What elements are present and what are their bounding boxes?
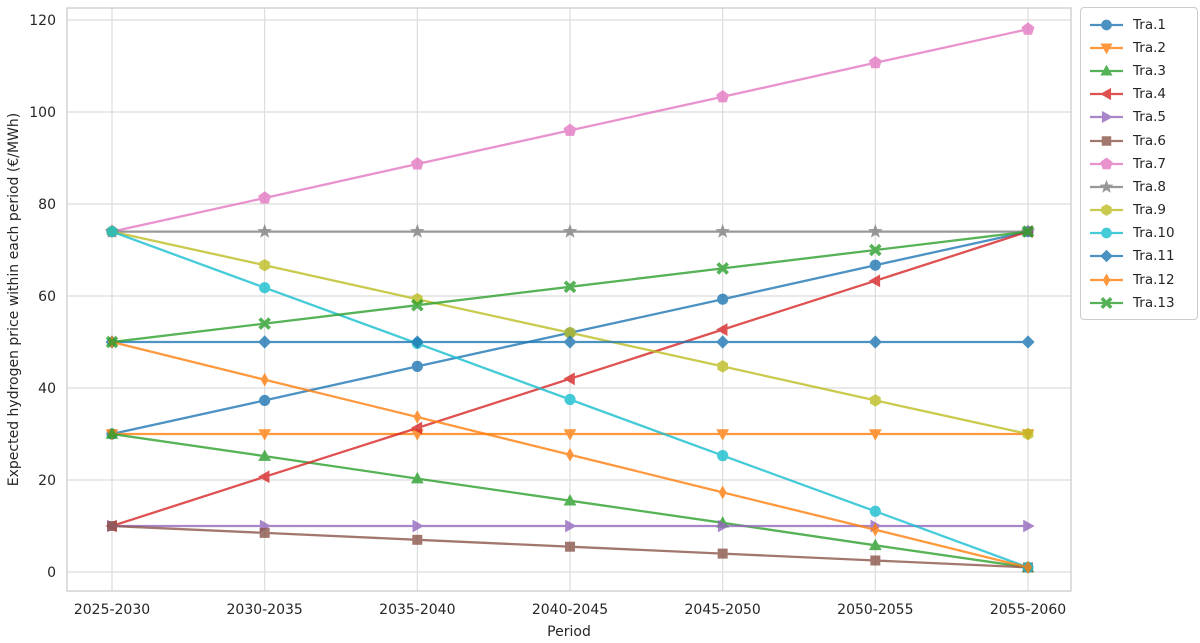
legend-label-tra-8: Tra.8 [1133,178,1166,195]
series-tra-7 [105,22,1035,238]
series-tra-2 [105,429,1035,441]
legend-marker-tra-9 [1090,204,1123,216]
legend-item-tra-2: Tra.2 [1088,36,1193,59]
legend-marker-tra-8 [1090,179,1123,193]
legend-item-tra-8: Tra.8 [1088,175,1193,198]
legend-item-tra-5: Tra.5 [1088,106,1193,129]
x-tick-label: 2055-2060 [990,602,1066,618]
y-tick-labels: 0 20 40 60 80 100 120 [29,13,56,581]
plot-border [66,7,1072,592]
legend-item-tra-10: Tra.10 [1088,222,1193,245]
legend-label-tra-13: Tra.13 [1133,294,1175,311]
legend-label-tra-7: Tra.7 [1133,155,1166,172]
legend-item-tra-9: Tra.9 [1088,199,1193,222]
series-tra-10 [106,226,1034,574]
x-tick-labels: 2025-2030 2030-2035 2035-2040 2040-2045 2045… [74,602,1066,618]
legend-marker-tra-3 [1090,64,1123,76]
y-tick-label: 80 [38,197,56,213]
legend-label-tra-3: Tra.3 [1133,62,1166,79]
legend-marker-tra-7 [1090,157,1123,169]
legend-marker-tra-10 [1090,227,1123,239]
legend-marker-tra-1 [1090,19,1123,30]
legend-label-tra-11: Tra.11 [1133,248,1175,265]
legend-marker-tra-11 [1090,250,1123,263]
y-tick-label: 60 [38,289,56,305]
series-tra-4 [105,225,1033,533]
legend-label-tra-2: Tra.2 [1133,39,1166,56]
legend-marker-tra-6 [1090,135,1123,146]
legend-item-tra-11: Tra.11 [1088,245,1193,268]
grid [67,8,1071,591]
legend-marker-tra-13 [1090,296,1123,309]
legend-item-tra-4: Tra.4 [1088,83,1193,106]
legend-label-tra-6: Tra.6 [1133,132,1166,149]
legend-marker-tra-5 [1090,111,1123,124]
x-tick-label: 2035-2040 [379,602,455,618]
legend-marker-tra-2 [1090,43,1123,55]
y-tick-label: 20 [38,473,56,489]
legend-label-tra-1: Tra.1 [1133,16,1166,33]
x-axis-title: Period [547,624,591,640]
x-tick-label: 2040-2045 [532,602,608,618]
x-tick-label: 2045-2050 [685,602,761,618]
series-tra-11 [105,335,1035,349]
legend-marker-tra-4 [1090,88,1123,101]
y-tick-label: 100 [29,105,56,121]
legend-label-tra-9: Tra.9 [1133,202,1166,219]
legend-item-tra-3: Tra.3 [1088,59,1193,82]
legend-label-tra-12: Tra.12 [1133,271,1175,288]
legend-item-tra-13: Tra.13 [1088,291,1193,314]
legend-marker-tra-12 [1090,273,1123,287]
x-tick-label: 2030-2035 [227,602,303,618]
legend-label-tra-10: Tra.10 [1133,225,1175,242]
x-tick-label: 2025-2030 [74,602,150,618]
series-tra-13 [105,225,1035,349]
legend-item-tra-1: Tra.1 [1088,13,1193,36]
legend-item-tra-12: Tra.12 [1088,268,1193,291]
legend-label-tra-4: Tra.4 [1133,86,1166,103]
y-tick-label: 40 [38,381,56,397]
y-axis-title: Expected hydrogen price within each peri… [6,112,22,487]
x-tick-label: 2050-2055 [837,602,913,618]
series-tra-6 [107,521,1034,573]
y-tick-label: 0 [47,565,56,581]
series-tra-5 [107,519,1035,533]
legend-label-tra-5: Tra.5 [1133,109,1166,126]
y-tick-label: 120 [29,13,56,29]
legend: Tra.1 Tra.2 Tra.3 Tra.4 Tra.5 Tra.6 Tra.7 Tra.8… [1080,7,1198,321]
legend-item-tra-7: Tra.7 [1088,152,1193,175]
legend-item-tra-6: Tra.6 [1088,129,1193,152]
